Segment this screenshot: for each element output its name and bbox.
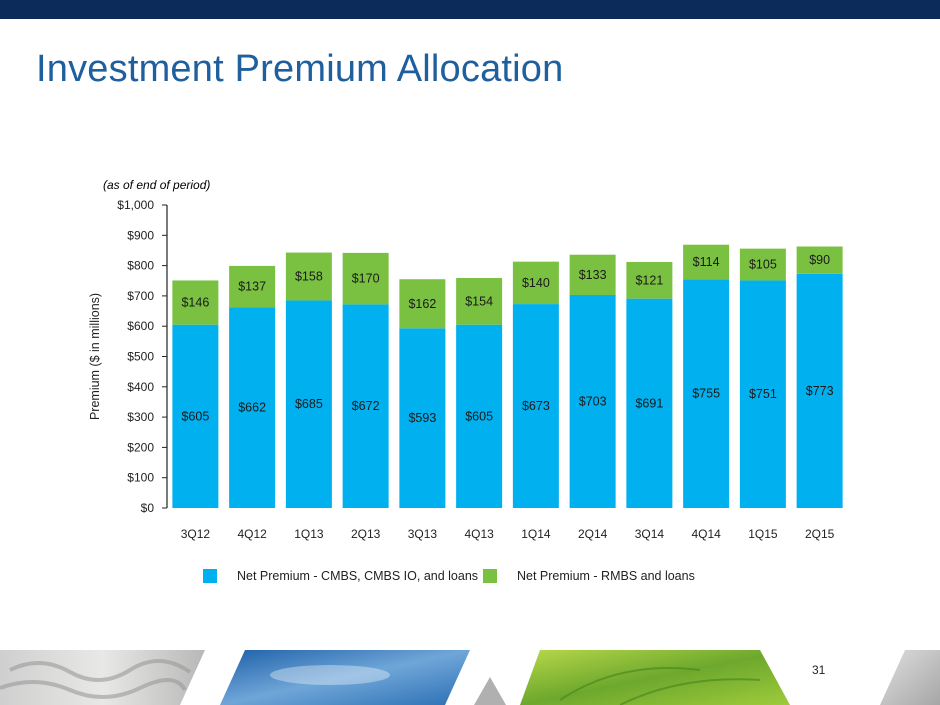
bar-rmbs xyxy=(285,252,332,301)
chart-subtitle: (as of end of period) xyxy=(103,178,211,192)
y-tick-label: $800 xyxy=(127,259,154,273)
data-label-rmbs: $140 xyxy=(522,276,550,290)
bar-rmbs xyxy=(569,254,616,295)
data-label-rmbs: $121 xyxy=(635,273,663,287)
data-label-cmbs: $673 xyxy=(522,399,550,413)
bar-cmbs xyxy=(796,273,843,508)
leaf-photo xyxy=(520,650,790,705)
sky-photo xyxy=(220,650,470,705)
data-label-cmbs: $751 xyxy=(749,387,777,401)
y-tick-label: $400 xyxy=(127,380,154,394)
bar-cmbs xyxy=(512,304,559,508)
data-label-rmbs: $114 xyxy=(693,255,720,269)
y-tick-label: $1,000 xyxy=(117,198,154,212)
bar-cmbs xyxy=(285,300,332,508)
x-tick-label: 2Q15 xyxy=(805,527,835,541)
x-tick-label: 4Q14 xyxy=(691,527,721,541)
legend-item-rmbs: Net Premium - RMBS and loans xyxy=(483,569,695,583)
bar-rmbs xyxy=(229,265,276,308)
data-label-cmbs: $703 xyxy=(579,394,607,408)
bar-rmbs xyxy=(683,244,730,280)
x-tick-label: 1Q13 xyxy=(294,527,324,541)
y-tick-label: $500 xyxy=(127,350,154,364)
data-label-rmbs: $90 xyxy=(809,253,830,267)
y-tick-label: $100 xyxy=(127,471,154,485)
page-title: Investment Premium Allocation xyxy=(36,48,564,90)
data-label-cmbs: $691 xyxy=(635,396,663,410)
top-banner xyxy=(0,0,940,19)
data-label-cmbs: $755 xyxy=(692,387,720,401)
y-tick-label: $700 xyxy=(127,289,154,303)
bar-cmbs xyxy=(569,294,616,508)
y-tick-label: $600 xyxy=(127,319,154,333)
data-label-cmbs: $593 xyxy=(408,411,436,425)
legend-item-cmbs: Net Premium - CMBS, CMBS IO, and loans xyxy=(203,569,478,583)
data-label-cmbs: $605 xyxy=(465,409,493,423)
footer-image-strip xyxy=(0,650,940,705)
bar-cmbs xyxy=(172,324,219,508)
legend-label-cmbs: Net Premium - CMBS, CMBS IO, and loans xyxy=(237,569,479,583)
data-label-rmbs: $154 xyxy=(465,294,493,308)
stacked-bar-chart: $0 $100 $200 $300 $400 $500 $600 $700 $800 $900 $1… xyxy=(88,198,843,541)
x-tick-label: 4Q13 xyxy=(464,527,494,541)
y-tick-label: $900 xyxy=(127,228,154,242)
bar-cmbs xyxy=(399,328,446,508)
bar-cmbs xyxy=(626,298,673,508)
bar-cmbs xyxy=(683,279,730,508)
bar-rmbs xyxy=(626,261,673,299)
data-label-cmbs: $685 xyxy=(295,397,323,411)
page-number: 31 xyxy=(812,663,826,677)
bar-cmbs xyxy=(342,304,389,508)
data-label-cmbs: $662 xyxy=(238,401,266,415)
x-tick-label: 1Q14 xyxy=(521,527,551,541)
bar-rmbs xyxy=(512,261,559,305)
data-label-cmbs: $773 xyxy=(806,384,834,398)
data-label-rmbs: $162 xyxy=(408,297,436,311)
grey-triangle xyxy=(474,677,506,705)
data-label-rmbs: $158 xyxy=(295,270,323,284)
bar-rmbs xyxy=(796,246,843,274)
x-tick-label: 2Q14 xyxy=(578,527,608,541)
x-tick-label: 2Q13 xyxy=(351,527,381,541)
data-label-cmbs: $605 xyxy=(181,409,209,423)
x-tick-label: 1Q15 xyxy=(748,527,778,541)
data-label-rmbs: $137 xyxy=(238,280,266,294)
y-tick-label: $300 xyxy=(127,410,154,424)
data-label-rmbs: $146 xyxy=(181,296,209,310)
y-tick-label: $200 xyxy=(127,440,154,454)
legend-swatch-rmbs xyxy=(483,569,497,583)
legend-label-rmbs: Net Premium - RMBS and loans xyxy=(517,569,695,583)
grey-photo xyxy=(880,650,940,705)
bar-rmbs xyxy=(399,279,446,329)
bar-cmbs xyxy=(229,307,276,508)
y-tick-label: $0 xyxy=(141,501,155,515)
data-label-rmbs: $133 xyxy=(579,268,607,282)
data-label-rmbs: $105 xyxy=(749,258,777,272)
bar-rmbs xyxy=(342,252,389,305)
bar-rmbs xyxy=(739,248,786,281)
x-tick-label: 3Q14 xyxy=(635,527,665,541)
y-axis-title: Premium ($ in millions) xyxy=(88,293,102,420)
x-tick-label: 4Q12 xyxy=(237,527,267,541)
bar-cmbs xyxy=(456,324,503,508)
bar-cmbs xyxy=(739,280,786,508)
x-tick-label: 3Q13 xyxy=(408,527,438,541)
bar-rmbs xyxy=(456,278,503,325)
legend-swatch-cmbs xyxy=(203,569,217,583)
data-label-rmbs: $170 xyxy=(352,272,380,286)
bar-rmbs xyxy=(172,280,219,325)
data-label-cmbs: $672 xyxy=(352,399,380,413)
x-tick-label: 3Q12 xyxy=(181,527,211,541)
